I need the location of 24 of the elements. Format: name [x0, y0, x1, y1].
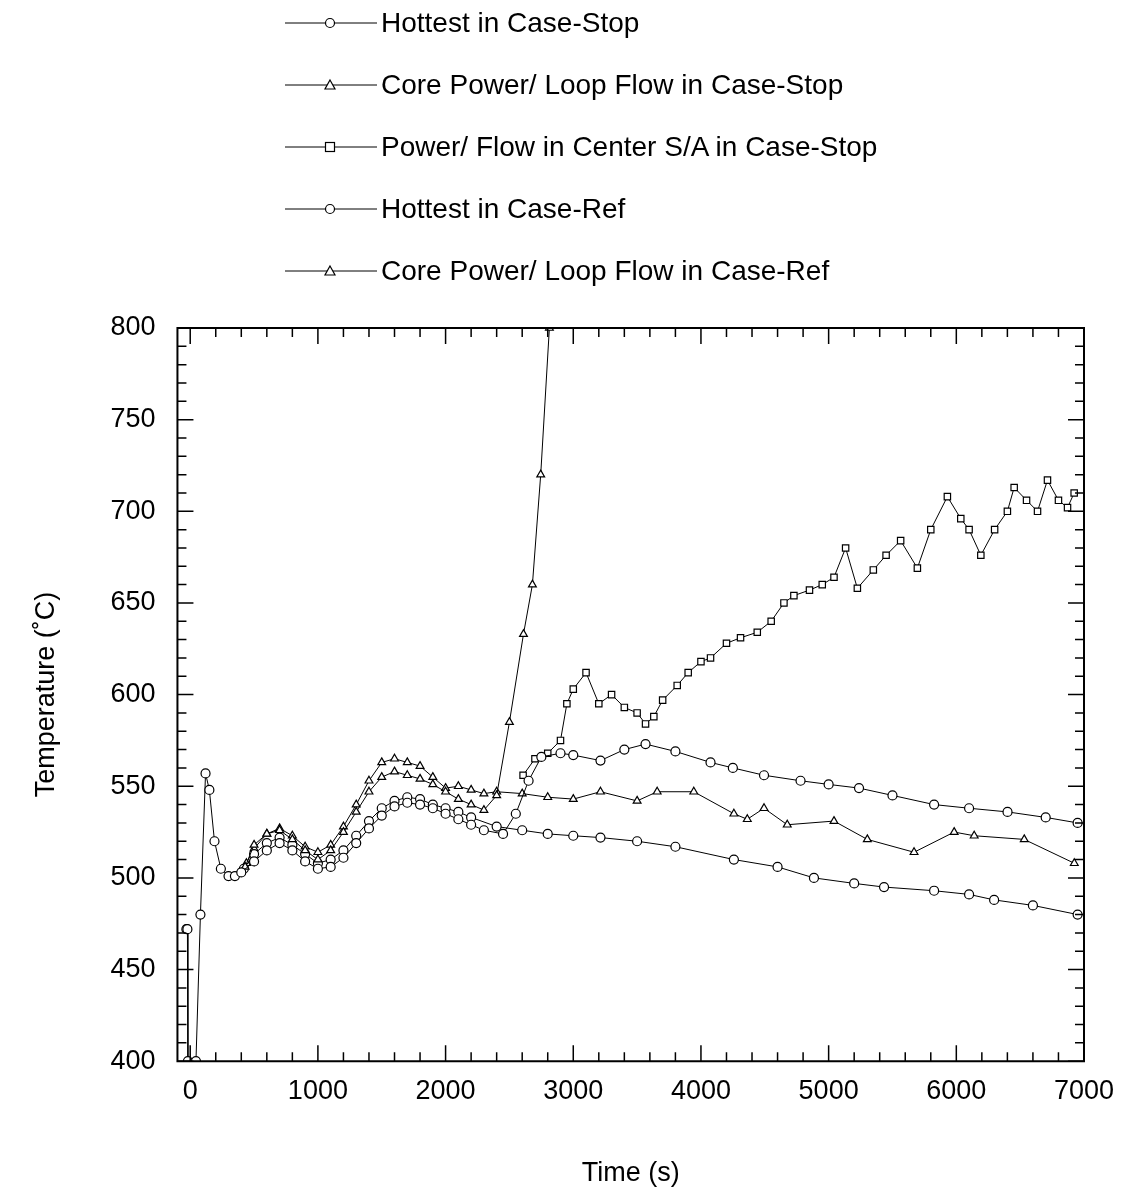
- x-tick-label: 1000: [287, 1074, 348, 1105]
- x-tick-label: 6000: [926, 1074, 987, 1105]
- y-tick-label: 700: [110, 494, 156, 525]
- x-tick-label: 3000: [543, 1074, 604, 1105]
- y-tick-label: 500: [110, 861, 156, 892]
- y-axis-title: Temperature (˚C): [29, 591, 60, 798]
- x-tick-label: 0: [182, 1074, 198, 1105]
- y-tick-label: 750: [110, 403, 156, 434]
- y-tick-label: 400: [110, 1044, 156, 1075]
- legend-label: Power/ Flow in Center S/A in Case-Stop: [381, 131, 878, 163]
- x-axis-title: Time (s): [581, 1157, 680, 1188]
- legend-label: Hottest in Case-Ref: [381, 193, 626, 225]
- legend-label: Core Power/ Loop Flow in Case-Ref: [381, 255, 830, 287]
- legend-label: Core Power/ Loop Flow in Case-Stop: [381, 69, 844, 101]
- y-tick-label: 800: [110, 311, 156, 342]
- y-tick-label: 550: [110, 769, 156, 800]
- x-tick-label: 4000: [670, 1074, 731, 1105]
- x-tick-label: 5000: [798, 1074, 859, 1105]
- y-tick-label: 650: [110, 586, 156, 617]
- y-tick-label: 450: [110, 953, 156, 983]
- y-tick-label: 600: [110, 678, 156, 709]
- legend-label: Hottest in Case-Stop: [381, 7, 640, 39]
- x-tick-label: 7000: [1053, 1074, 1115, 1105]
- x-tick-label: 2000: [415, 1074, 476, 1105]
